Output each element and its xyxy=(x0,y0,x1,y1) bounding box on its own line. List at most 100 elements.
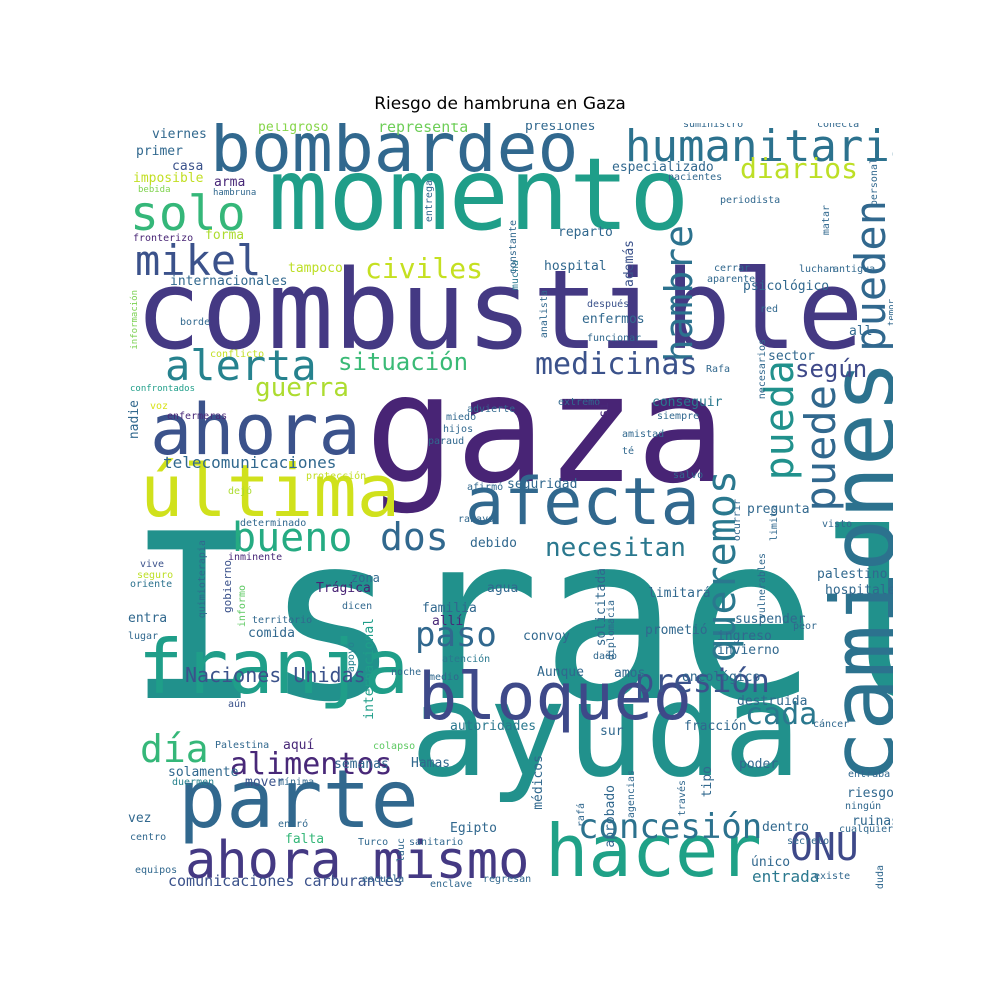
word-afirmó: afirmó xyxy=(467,482,504,493)
word-reparto: reparto xyxy=(558,225,613,240)
word-salvo: salvo xyxy=(673,470,704,481)
word-cáncer: cáncer xyxy=(813,719,850,730)
word-hijos: hijos xyxy=(443,424,474,435)
word-confrontados: confrontados xyxy=(130,384,196,394)
word-puede: puede xyxy=(796,385,845,512)
word-información: información xyxy=(130,290,140,350)
word-gaza: gaza xyxy=(365,343,727,517)
word-centro: centro xyxy=(130,832,167,843)
word-semanas: semanas xyxy=(334,757,389,772)
word-vive: vive xyxy=(140,559,165,570)
word-antigua: antigua xyxy=(833,264,876,275)
word-bombardeo: bombardeo xyxy=(210,123,579,188)
word-casa: casa xyxy=(172,159,204,174)
word-hamas: Hamas xyxy=(411,756,451,771)
word-franja: franja xyxy=(138,623,409,711)
word-rafa: Rafa xyxy=(706,364,731,375)
word-momento: momento xyxy=(268,136,690,253)
word-conflicto: conflicto xyxy=(210,349,265,360)
word-viernes: viernes xyxy=(152,127,207,142)
word-medio: medio xyxy=(429,672,460,683)
word-inminente: inminente xyxy=(228,552,283,563)
word-ayuda: ayuda xyxy=(410,654,802,806)
word-forma: forma xyxy=(205,228,245,243)
word-convoy: convoy xyxy=(523,629,570,644)
word-aunque: Aunque xyxy=(537,665,584,680)
word-sanitario: sanitario xyxy=(409,837,464,848)
word-telecomunicaciones: telecomunicaciones xyxy=(163,453,337,472)
word-pregunta: pregunta xyxy=(747,502,810,517)
word-atención: atención xyxy=(442,654,491,665)
word-limitará: limitará xyxy=(648,586,711,601)
word-entrega: entrega xyxy=(424,180,435,223)
word-entraba: entraba xyxy=(848,769,891,780)
word-última: última xyxy=(140,449,401,533)
word-periodista: periodista xyxy=(720,195,781,206)
word-cada: cada xyxy=(745,697,818,732)
word-mover: mover xyxy=(245,775,285,790)
word-hacer: hacer xyxy=(545,809,762,891)
word-comunicaciones-carburantes: comunicaciones carburantes xyxy=(168,872,403,890)
word-territorio: territorio xyxy=(252,615,313,626)
word-allí: allí xyxy=(432,614,464,629)
word-informo: informo xyxy=(237,585,248,628)
word-tipo: tipo xyxy=(700,766,715,798)
word-diarios: diarios xyxy=(740,152,859,185)
word-constante: constante xyxy=(508,220,519,275)
word-falta: falta xyxy=(285,832,325,847)
word-presiones: presiones xyxy=(525,123,596,134)
word-noche: noche xyxy=(391,667,422,678)
word-ruinas: ruinas xyxy=(852,814,893,829)
word-amos: amos xyxy=(614,666,646,681)
word-suministro: suministro xyxy=(683,123,744,130)
word-nadie: nadie xyxy=(127,400,142,440)
word-egipto: Egipto xyxy=(450,821,497,836)
word-ahora-mismo: ahora mismo xyxy=(185,831,530,891)
word-voz: voz xyxy=(150,401,169,412)
word-representa: representa xyxy=(378,123,469,136)
word-ahora: ahora xyxy=(150,389,361,471)
cloud-title: Riesgo de hambruna en Gaza xyxy=(374,94,626,114)
word-sector: sector xyxy=(768,349,815,364)
word-té: té xyxy=(622,446,635,457)
word-solo: solo xyxy=(130,186,246,242)
word-medicinas: medicinas xyxy=(535,347,698,382)
word-lauc: lauc xyxy=(396,838,407,863)
word-especializado: especializado xyxy=(612,160,714,175)
word-advierte: advierte xyxy=(467,404,516,415)
word-rafá: rafá xyxy=(576,803,587,828)
word-según: según xyxy=(795,355,868,383)
word-situación: situación xyxy=(338,348,469,376)
word-escuela: escuela xyxy=(362,874,405,885)
word-psicológico: psicológico xyxy=(743,279,830,294)
word-quimioterapia: quimioterapia xyxy=(197,540,208,619)
word-concesión: concesión xyxy=(578,807,763,847)
word-equipos: equipos xyxy=(135,865,178,876)
word-turco: Turco xyxy=(358,837,389,848)
word-hospitales: hospitales xyxy=(825,583,893,598)
word-combustible: combustible xyxy=(135,246,864,374)
word-entró: entró xyxy=(278,819,309,830)
word-fronterizo: fronterizo xyxy=(133,233,194,244)
word-trágica: Trágica xyxy=(316,581,371,596)
word-hambruna: hambruna xyxy=(213,188,257,198)
word-matar: matar xyxy=(821,205,832,236)
word-aún: aún xyxy=(228,699,247,710)
word-dejó: dejó xyxy=(228,486,253,497)
word-onu: ONU xyxy=(790,825,859,869)
word-alimentos: alimentos xyxy=(230,747,393,782)
word-bebida: bebida xyxy=(138,185,171,195)
word-duda: duda xyxy=(875,865,886,890)
word-único: único xyxy=(751,855,791,870)
word-dicen: dicen xyxy=(342,601,373,612)
word-determinado: determinado xyxy=(240,518,307,529)
word-prometió: prometió xyxy=(645,623,708,638)
word-visto: visto xyxy=(822,519,853,530)
word-dos: dos xyxy=(380,515,449,559)
word-ocurrir: ocurrir xyxy=(732,499,743,542)
word-naciones-unidas: Naciones Unidas xyxy=(185,663,366,687)
word-enfermeras: enfermeras xyxy=(167,411,228,422)
word-paraud: paraud xyxy=(428,436,465,447)
word-existe: existe xyxy=(814,871,851,882)
word-funcionar: funcionar xyxy=(587,333,642,344)
